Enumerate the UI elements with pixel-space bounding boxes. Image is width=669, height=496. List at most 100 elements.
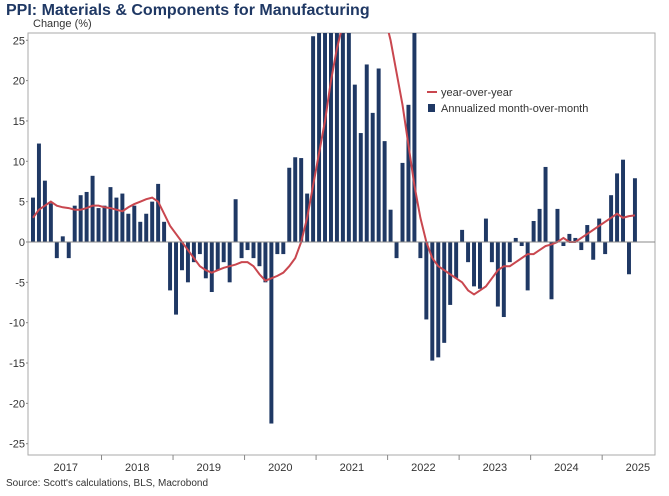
bar: [376, 68, 381, 242]
x-tick-label: 2017: [54, 462, 78, 474]
bar: [466, 241, 471, 263]
bar: [400, 162, 405, 242]
bar: [454, 241, 459, 279]
x-tick-label: 2021: [340, 462, 364, 474]
bar: [162, 221, 167, 242]
bar: [269, 241, 274, 424]
chart-title: PPI: Materials & Components for Manufact…: [6, 2, 370, 19]
y-tick-label: 5: [19, 197, 25, 209]
bar: [621, 159, 625, 242]
bar: [495, 241, 500, 307]
bar: [150, 201, 155, 242]
bar: [627, 241, 631, 275]
legend-label: Annualized month-over-month: [441, 103, 588, 115]
bar: [346, 33, 351, 242]
line: [32, 33, 636, 296]
bar: [579, 241, 584, 251]
y-axis-label: Change (%): [33, 18, 92, 30]
bar: [358, 133, 363, 242]
bar: [31, 197, 35, 242]
bar: [531, 221, 536, 242]
bar: [489, 241, 494, 263]
y-tick-label: 25: [13, 35, 25, 47]
y-tick-label: -20: [9, 398, 25, 410]
y-tick-label: 15: [13, 116, 25, 128]
bar: [382, 141, 387, 242]
bar: [388, 209, 393, 242]
bar: [603, 241, 608, 255]
bar: [126, 213, 131, 242]
y-tick-label: -25: [9, 439, 25, 451]
bar: [364, 64, 369, 242]
bar: [251, 241, 256, 259]
bar: [555, 208, 560, 242]
bar: [543, 166, 548, 242]
x-tick-label: 2023: [483, 462, 507, 474]
bar: [114, 197, 119, 242]
bar: [299, 158, 304, 242]
bar: [245, 241, 250, 251]
bar: [156, 183, 161, 242]
bar: [174, 241, 178, 315]
bar: [72, 205, 77, 242]
bar: [406, 104, 411, 242]
bar: [311, 36, 316, 242]
bar: [567, 233, 572, 242]
bar: [120, 193, 125, 242]
x-tick-label: 2018: [125, 462, 149, 474]
bar: [191, 241, 196, 263]
lines: [32, 33, 636, 296]
y-tick-label: 10: [13, 156, 25, 168]
bar: [340, 33, 345, 242]
bar: [203, 241, 208, 279]
y-tick-label: 20: [13, 76, 25, 88]
bar: [54, 241, 59, 259]
bar: [287, 167, 292, 242]
bar: [90, 175, 95, 242]
bar: [334, 33, 339, 242]
bar: [42, 180, 47, 242]
bar: [329, 33, 333, 242]
bar: [84, 191, 89, 242]
bar: [412, 33, 417, 242]
bar: [138, 221, 143, 242]
bar: [257, 241, 262, 267]
x-tick-label: 2020: [268, 462, 292, 474]
x-tick-label: 2024: [554, 462, 578, 474]
bar: [78, 195, 83, 242]
bar: [478, 241, 482, 289]
bar: [102, 205, 107, 242]
bar: [96, 208, 101, 242]
bar: [168, 241, 173, 291]
x-tick-label: 2019: [197, 462, 221, 474]
bar: [573, 237, 578, 242]
bar: [537, 208, 542, 242]
bar: [513, 237, 518, 242]
bar: [221, 241, 226, 263]
x-tick-label: 2022: [411, 462, 435, 474]
bar: [615, 173, 620, 242]
bar: [430, 241, 435, 361]
bar: [108, 187, 113, 242]
bar: [233, 199, 238, 242]
bar: [209, 241, 214, 293]
bar: [293, 157, 298, 242]
bar: [281, 241, 286, 255]
legend-swatch: [428, 104, 435, 112]
source: Source: Scott's calculations, BLS, Macro…: [6, 478, 208, 489]
bar: [632, 178, 637, 242]
bar: [323, 33, 327, 242]
bar: [549, 241, 554, 300]
bar: [180, 241, 184, 271]
y-tick-label: -15: [9, 358, 25, 370]
bar: [483, 218, 488, 242]
bar: [227, 241, 232, 283]
bar: [185, 241, 190, 283]
bar: [275, 241, 280, 255]
bar: [472, 241, 476, 287]
bar: [239, 241, 244, 259]
bar: [370, 112, 375, 242]
